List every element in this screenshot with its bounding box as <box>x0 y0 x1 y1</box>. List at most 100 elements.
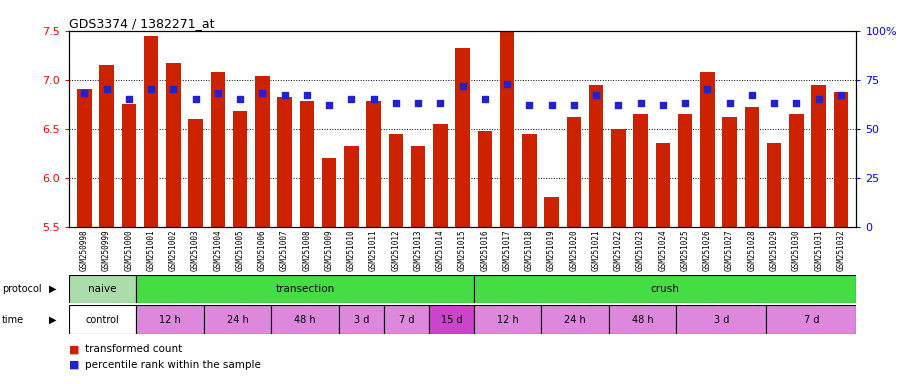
Bar <box>522 134 537 227</box>
Bar <box>433 124 448 227</box>
Point <box>745 92 759 98</box>
Bar <box>339 305 384 334</box>
Bar <box>676 305 767 334</box>
Bar <box>429 305 474 334</box>
Text: time: time <box>2 314 24 325</box>
Bar <box>745 107 759 227</box>
Bar <box>723 117 736 227</box>
Text: percentile rank within the sample: percentile rank within the sample <box>85 360 261 370</box>
Bar <box>233 111 247 227</box>
Point <box>122 96 136 103</box>
Point <box>188 96 202 103</box>
Point <box>477 96 492 103</box>
Point <box>589 92 604 98</box>
Point <box>678 100 692 106</box>
Bar <box>77 89 92 227</box>
Point <box>812 96 826 103</box>
Point <box>410 100 425 106</box>
Bar <box>136 275 474 303</box>
Text: GSM251000: GSM251000 <box>125 229 134 271</box>
Text: GSM251030: GSM251030 <box>791 229 801 271</box>
Text: 24 h: 24 h <box>564 314 586 325</box>
Text: GSM251020: GSM251020 <box>570 229 578 271</box>
Point <box>500 81 515 87</box>
Bar <box>69 275 136 303</box>
Text: GSM251009: GSM251009 <box>324 229 333 271</box>
Text: crush: crush <box>650 284 680 294</box>
Bar <box>633 114 648 227</box>
Text: GSM250999: GSM250999 <box>102 229 111 271</box>
Bar <box>812 84 826 227</box>
Text: GSM251021: GSM251021 <box>592 229 601 271</box>
Point <box>322 102 336 108</box>
Bar <box>255 76 269 227</box>
Text: protocol: protocol <box>2 284 41 294</box>
Text: control: control <box>85 314 119 325</box>
Text: ■: ■ <box>69 344 79 354</box>
Point <box>544 102 559 108</box>
Bar <box>344 146 358 227</box>
Bar <box>567 117 581 227</box>
Point <box>166 86 180 93</box>
Bar <box>411 146 425 227</box>
Bar <box>300 101 314 227</box>
Point <box>633 100 648 106</box>
Point <box>522 102 537 108</box>
Text: GSM251028: GSM251028 <box>747 229 757 271</box>
Text: GSM251013: GSM251013 <box>413 229 422 271</box>
Point <box>77 90 92 96</box>
Bar <box>189 119 202 227</box>
Bar <box>278 97 292 227</box>
Text: ▶: ▶ <box>49 314 56 325</box>
Bar <box>69 305 136 334</box>
Text: GSM251003: GSM251003 <box>191 229 200 271</box>
Bar <box>700 72 714 227</box>
Bar <box>611 129 626 227</box>
Point <box>566 102 581 108</box>
Text: GSM251029: GSM251029 <box>769 229 779 271</box>
Bar <box>474 275 856 303</box>
Bar <box>474 305 541 334</box>
Point <box>255 90 269 96</box>
Text: GSM251014: GSM251014 <box>436 229 445 271</box>
Text: GSM251010: GSM251010 <box>347 229 355 271</box>
Point <box>433 100 448 106</box>
Text: GSM251004: GSM251004 <box>213 229 223 271</box>
Bar <box>455 48 470 227</box>
Text: GSM251024: GSM251024 <box>659 229 668 271</box>
Text: GSM251007: GSM251007 <box>280 229 289 271</box>
Point <box>300 92 314 98</box>
Text: GSM251022: GSM251022 <box>614 229 623 271</box>
Text: naive: naive <box>88 284 116 294</box>
Text: ■: ■ <box>69 360 79 370</box>
Bar <box>541 305 609 334</box>
Text: GSM251002: GSM251002 <box>169 229 178 271</box>
Text: GSM251006: GSM251006 <box>257 229 267 271</box>
Bar <box>678 114 692 227</box>
Point <box>344 96 359 103</box>
Text: GSM251005: GSM251005 <box>235 229 245 271</box>
Point <box>366 96 381 103</box>
Text: 12 h: 12 h <box>496 314 518 325</box>
Text: 3 d: 3 d <box>714 314 729 325</box>
Text: GSM250998: GSM250998 <box>80 229 89 271</box>
Text: transformed count: transformed count <box>85 344 182 354</box>
Point <box>211 90 225 96</box>
Bar <box>834 93 848 227</box>
Point <box>723 100 737 106</box>
Text: 24 h: 24 h <box>226 314 248 325</box>
Bar <box>322 158 336 227</box>
Text: 7 d: 7 d <box>803 314 819 325</box>
Bar <box>767 143 781 227</box>
Text: 15 d: 15 d <box>441 314 463 325</box>
Text: GSM251017: GSM251017 <box>503 229 512 271</box>
Text: 48 h: 48 h <box>632 314 653 325</box>
Text: GSM251031: GSM251031 <box>814 229 823 271</box>
Point <box>834 92 848 98</box>
Text: GSM251001: GSM251001 <box>147 229 156 271</box>
Bar <box>500 31 514 227</box>
Point <box>233 96 247 103</box>
Text: GSM251015: GSM251015 <box>458 229 467 271</box>
Text: GSM251027: GSM251027 <box>725 229 734 271</box>
Text: GSM251019: GSM251019 <box>547 229 556 271</box>
